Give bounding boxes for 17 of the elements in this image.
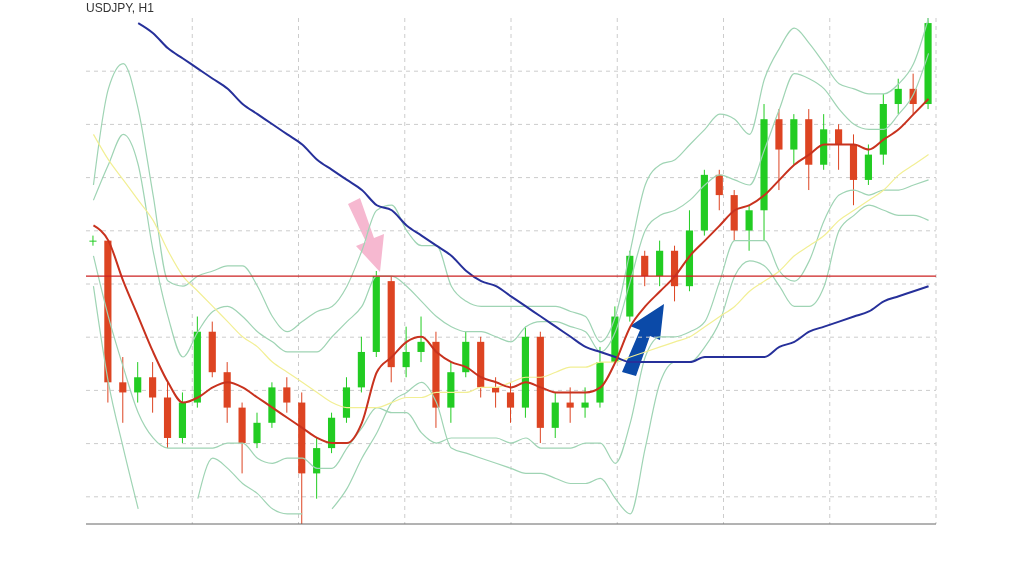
candlestick bbox=[134, 361, 142, 404]
candlestick bbox=[835, 123, 843, 171]
candlestick bbox=[715, 169, 723, 211]
candlestick bbox=[283, 376, 291, 414]
candlestick bbox=[417, 316, 425, 363]
chart-title: USDJPY, H1 bbox=[86, 1, 154, 15]
candlestick bbox=[119, 356, 127, 424]
candlestick bbox=[894, 78, 902, 115]
candlestick bbox=[745, 204, 753, 252]
candlestick bbox=[581, 386, 589, 419]
candlestick bbox=[149, 361, 157, 414]
candlestick bbox=[253, 412, 261, 449]
candlestick bbox=[89, 235, 97, 247]
candlestick bbox=[402, 326, 410, 378]
candlestick bbox=[506, 381, 515, 424]
candlestick bbox=[641, 250, 649, 287]
candlestick bbox=[566, 386, 574, 424]
